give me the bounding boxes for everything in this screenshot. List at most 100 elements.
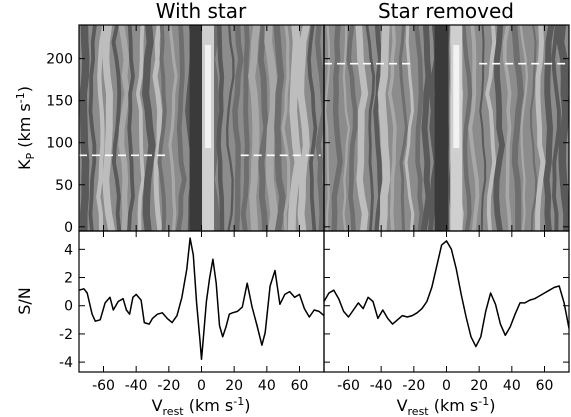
ylabel-kp-sub: P: [24, 152, 37, 159]
title-with-star: With star: [156, 0, 247, 23]
heatmap-stripe: [502, 25, 512, 231]
heatmap-stripe: [511, 25, 524, 231]
heatmap-stripe: [96, 25, 107, 231]
heatmap-stripe: [493, 25, 506, 231]
heatmap-stripe: [226, 25, 235, 231]
heatmap-with-star: [79, 25, 324, 231]
heatmap-stripe: [142, 25, 156, 231]
x-tick-label: -60: [92, 378, 115, 394]
xlabel-right-main: V: [397, 396, 408, 415]
heatmap-stripe: [307, 25, 318, 231]
y-tick-label: -4: [59, 355, 73, 371]
xlabel-left-main: V: [152, 396, 163, 415]
heatmap-stripe: [365, 25, 376, 231]
heatmap-stripe: [324, 25, 331, 231]
x-tick-label: 60: [536, 378, 554, 394]
sn-plot-star-removed: [324, 240, 569, 348]
heatmap-stripe: [118, 25, 131, 231]
heatmap-stripe: [346, 25, 358, 231]
heatmap-stripe: [175, 25, 187, 231]
heatmap-stripe: [535, 25, 546, 231]
heatmap-stripe: [157, 25, 167, 231]
heatmap-stripe: [248, 25, 261, 231]
heatmap-bright-core: [205, 45, 212, 148]
heatmap-stripe: [529, 25, 538, 231]
heatmap-stripe: [519, 25, 529, 231]
heatmap-stripe: [287, 25, 303, 231]
y-tick-label: 0: [64, 220, 73, 236]
heatmap-stripe: [232, 25, 244, 231]
heatmap-star-removed: [324, 25, 569, 231]
heatmap-stripe: [168, 25, 178, 231]
x-tick-label: -40: [370, 378, 393, 394]
sn-series-line: [324, 240, 569, 348]
heatmap-dark-band: [434, 25, 449, 231]
heatmap-stripe: [342, 25, 351, 231]
title-star-removed: Star removed: [378, 0, 514, 23]
heatmap-stripe: [543, 25, 555, 231]
heatmap-stripe: [88, 25, 97, 231]
heatmap-stripe: [414, 25, 425, 231]
x-tick-label: -40: [125, 378, 148, 394]
x-tick-label: -20: [402, 378, 425, 394]
heatmap-stripe: [152, 25, 163, 231]
heatmap-stripe: [315, 25, 324, 231]
xlabel-right-sup: -1: [478, 395, 489, 408]
heatmap-stripe: [102, 25, 116, 231]
y-tick-label: 0: [64, 299, 73, 315]
x-tick-label: 40: [503, 378, 521, 394]
ylabel-kp-main: K: [15, 159, 34, 170]
heatmap-stripe: [479, 25, 487, 231]
x-tick-label: 20: [225, 378, 243, 394]
xlabel-right-sub: rest: [408, 405, 430, 417]
heatmap-stripe: [264, 25, 279, 231]
x-tick-label: -60: [337, 378, 360, 394]
xlabel-left: Vrest (km s-1): [152, 395, 251, 417]
xlabel-left-units: (km s: [184, 396, 234, 415]
heatmap-stripe: [556, 25, 569, 231]
ylabel-sn: S/N: [15, 287, 34, 315]
ylabel-kp-sup: -1: [14, 92, 27, 103]
heatmap-stripe: [79, 25, 90, 231]
heatmap-stripe: [240, 25, 250, 231]
heatmap-stripe: [297, 25, 310, 231]
heatmap-stripe: [404, 25, 415, 231]
y-tick-label: 100: [46, 136, 73, 152]
xlabel-right-units: (km s: [429, 396, 479, 415]
heatmap-stripe: [420, 25, 432, 231]
heatmap-stripe: [461, 25, 473, 231]
xlabel-left-sup: -1: [233, 395, 244, 408]
xlabel-left-close: ): [244, 396, 250, 415]
x-tick-label: 20: [470, 378, 488, 394]
heatmap-stripe: [398, 25, 408, 231]
heatmap-dark-band: [189, 25, 204, 231]
ylabel-kp: KP (km s-1): [14, 86, 37, 170]
heatmap-stripe: [111, 25, 122, 231]
heatmap-stripe: [127, 25, 135, 231]
y-tick-label: 200: [46, 52, 73, 68]
y-tick-label: -2: [59, 327, 73, 343]
x-tick-label: 0: [197, 378, 206, 394]
sn-series-line: [79, 237, 324, 361]
y-tick-label: 50: [55, 178, 73, 194]
heatmap-stripe: [273, 25, 286, 231]
heatmap-stripe: [485, 25, 497, 231]
x-tick-label: 60: [291, 378, 309, 394]
heatmap-bright-core: [453, 45, 460, 148]
frame-bottom-right: [323, 230, 570, 373]
heatmap-stripe: [377, 25, 391, 231]
sn-plot-with-star: [79, 237, 324, 361]
heatmap-stripe: [135, 25, 145, 231]
ylabel-kp-close: ): [15, 86, 34, 92]
x-tick-label: -20: [157, 378, 180, 394]
heatmap-stripe: [257, 25, 270, 231]
ylabel-kp-units: (km s: [15, 103, 34, 153]
heatmap-stripe: [281, 25, 291, 231]
y-tick-label: 2: [64, 271, 73, 287]
x-tick-label: 40: [258, 378, 276, 394]
heatmap-stripe: [355, 25, 369, 231]
xlabel-right: Vrest (km s-1): [397, 395, 496, 417]
xlabel-left-sub: rest: [163, 405, 185, 417]
heatmap-stripe: [468, 25, 480, 231]
